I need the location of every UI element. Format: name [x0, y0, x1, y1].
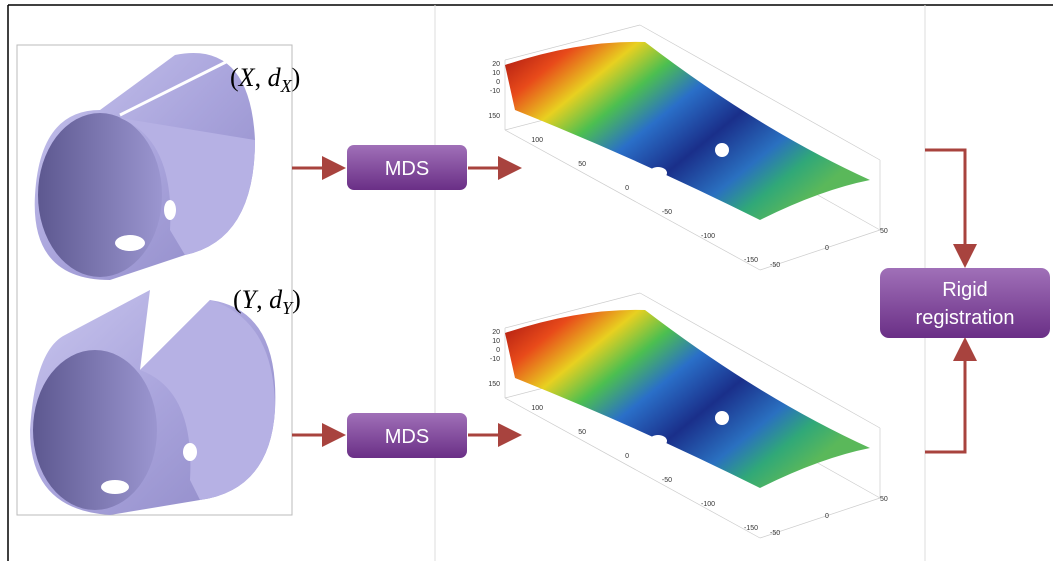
x-tick-label: 100 [531, 137, 543, 144]
x-tick-label: -100 [701, 233, 715, 240]
y-tick-label: 50 [880, 496, 888, 503]
x-tick-label: 100 [531, 405, 543, 412]
surface [505, 310, 870, 488]
x-tick-label: 0 [625, 185, 629, 192]
label-part: , [256, 285, 269, 314]
label-part: ( [233, 285, 242, 314]
z-tick-label: 20 [492, 329, 500, 336]
label-part: ) [292, 285, 301, 314]
z-tick-label: 0 [496, 347, 500, 354]
z-tick-label: 10 [492, 70, 500, 77]
hole [715, 411, 729, 425]
y-tick-label: 50 [880, 228, 888, 235]
x-tick-label: -150 [744, 525, 758, 532]
mds-label: MDS [385, 426, 429, 448]
x-tick-label: 50 [578, 429, 586, 436]
x-tick-label: 150 [488, 381, 500, 388]
x-tick-label: -50 [662, 477, 672, 484]
registration-label: registration [916, 307, 1015, 329]
surface [505, 42, 870, 220]
x-tick-label: 0 [625, 453, 629, 460]
x-tick-label: -150 [744, 257, 758, 264]
z-tick-label: 10 [492, 338, 500, 345]
y-tick-label: -50 [770, 262, 780, 269]
y-tick-label: 0 [825, 245, 829, 252]
label-part: ) [292, 63, 301, 92]
z-tick-label: 0 [496, 79, 500, 86]
mds-label: MDS [385, 158, 429, 180]
label-part: X [238, 63, 256, 92]
z-tick-label: -10 [490, 88, 500, 95]
x-tick-label: -50 [662, 209, 672, 216]
y-tick-label: -50 [770, 530, 780, 537]
diagram: (X, dX) (Y, dY) MDS MDS Rigid registrati… [0, 0, 1053, 561]
hole [649, 435, 667, 447]
y-tick-label: 0 [825, 513, 829, 520]
z-tick-label: -10 [490, 356, 500, 363]
x-tick-label: -100 [701, 501, 715, 508]
label-part: d [269, 285, 283, 314]
z-tick-label: 20 [492, 61, 500, 68]
label-part: , [255, 63, 268, 92]
label-part: d [268, 63, 282, 92]
x-tick-label: 150 [488, 113, 500, 120]
hole [649, 167, 667, 179]
label-part: ( [230, 63, 239, 92]
hole [715, 143, 729, 157]
registration-label: Rigid [942, 279, 988, 301]
x-tick-label: 50 [578, 161, 586, 168]
